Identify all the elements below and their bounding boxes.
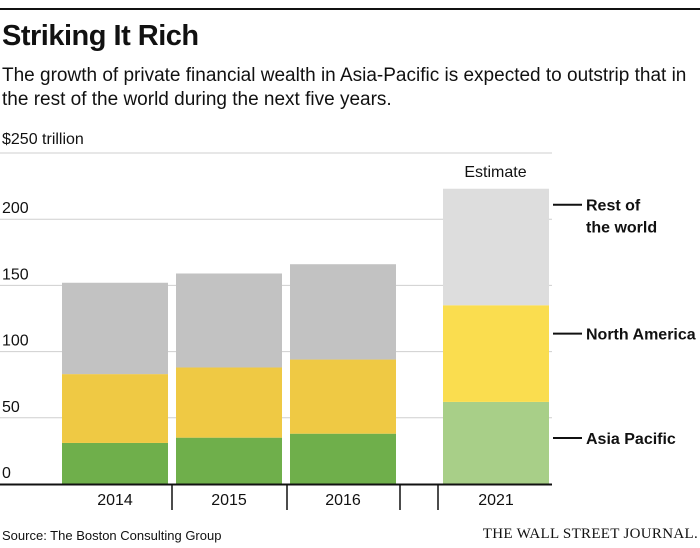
legend-label: Asia Pacific bbox=[586, 431, 676, 448]
bar-segment-asia-pacific bbox=[443, 401, 549, 484]
bar-segment-asia-pacific bbox=[290, 433, 396, 484]
chart-title: Striking It Rich bbox=[2, 20, 199, 52]
x-tick-label: 2015 bbox=[211, 492, 247, 509]
bar-segment-asia-pacific bbox=[62, 442, 168, 484]
y-tick-label: 200 bbox=[2, 200, 29, 217]
publisher-logo: THE WALL STREET JOURNAL. bbox=[482, 526, 698, 542]
bar-segment-north-america bbox=[443, 305, 549, 402]
x-tick-label: 2016 bbox=[325, 492, 361, 509]
source-note: Source: The Boston Consulting Group bbox=[2, 528, 222, 543]
bar-segment-north-america bbox=[176, 367, 282, 438]
bar-segment-rest-of-the-world bbox=[176, 273, 282, 368]
bar-segment-rest-of-the-world bbox=[62, 282, 168, 375]
bar-segment-asia-pacific bbox=[176, 437, 282, 484]
x-tick-label: 2014 bbox=[97, 492, 133, 509]
y-tick-label: 0 bbox=[2, 465, 11, 482]
bar-segment-rest-of-the-world bbox=[443, 188, 549, 306]
legend-label: the world bbox=[586, 220, 657, 237]
bar-segment-north-america bbox=[62, 374, 168, 443]
legend-label: North America bbox=[586, 327, 696, 344]
y-tick-label: 100 bbox=[2, 333, 29, 350]
top-rule bbox=[0, 8, 700, 10]
y-tick-label: 150 bbox=[2, 266, 29, 283]
estimate-label: Estimate bbox=[464, 164, 527, 181]
legend-label: Rest of bbox=[586, 198, 641, 215]
bar-segment-rest-of-the-world bbox=[290, 264, 396, 360]
x-tick-label: 2021 bbox=[478, 492, 514, 509]
y-axis-unit-label: $250 trillion bbox=[2, 131, 84, 148]
bar-segment-north-america bbox=[290, 359, 396, 434]
y-tick-label: 50 bbox=[2, 399, 20, 416]
chart-subtitle: The growth of private financial wealth i… bbox=[2, 65, 687, 110]
